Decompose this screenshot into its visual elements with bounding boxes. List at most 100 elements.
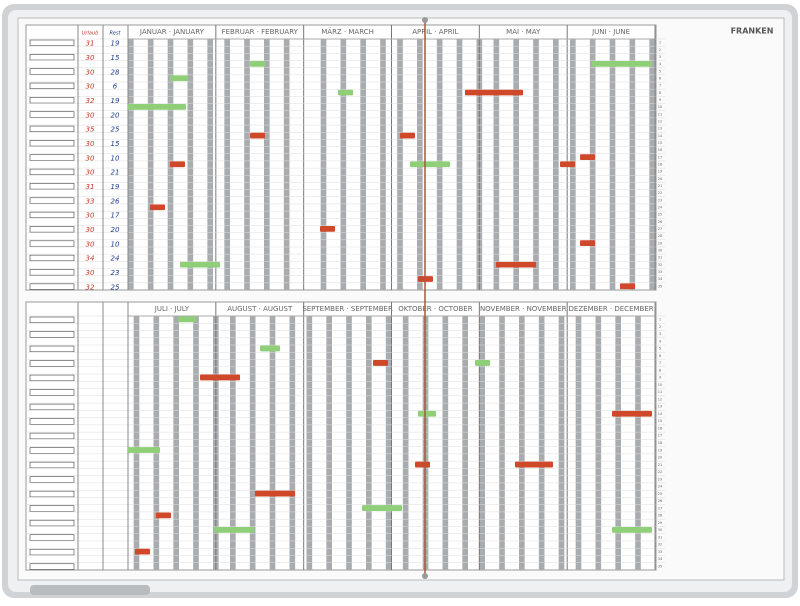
rest-value: 15 xyxy=(111,54,120,62)
row-number: 6 xyxy=(659,76,661,80)
weekend-stripe xyxy=(153,316,160,570)
row-number: 6 xyxy=(659,354,661,358)
urlaub-value: 31 xyxy=(86,40,95,48)
name-strip xyxy=(29,226,75,233)
row-number: 26 xyxy=(658,220,662,224)
weekend-stripe xyxy=(575,316,582,570)
month-label: OKTOBER · OCTOBER xyxy=(398,305,473,313)
row-number: 4 xyxy=(659,339,662,343)
row-number: 23 xyxy=(658,477,662,481)
row-number: 30 xyxy=(658,528,662,532)
weekend-stripe xyxy=(366,316,372,570)
month-label: JUNI · JUNE xyxy=(591,28,630,36)
month-label: MAI · MAY xyxy=(506,28,541,36)
row-number: 14 xyxy=(658,412,663,416)
row-number: 32 xyxy=(658,543,662,547)
magnet-strip xyxy=(415,461,430,468)
row-number: 17 xyxy=(658,434,662,438)
row-number: 13 xyxy=(658,405,662,409)
weekend-stripe xyxy=(635,316,641,570)
month-label: DEZEMBER · DECEMBER xyxy=(569,305,654,313)
urlaub-value: 30 xyxy=(86,154,95,162)
weekend-stripe xyxy=(385,316,392,570)
weekend-stripe xyxy=(513,39,519,290)
name-strip xyxy=(29,331,75,338)
weekend-stripe xyxy=(306,316,313,570)
row-number: 16 xyxy=(658,148,662,152)
row-number: 29 xyxy=(658,241,662,245)
magnet-strip xyxy=(612,410,652,417)
weekend-stripe xyxy=(456,39,463,290)
name-strip xyxy=(29,82,75,90)
name-strip xyxy=(29,360,75,367)
row-number: 25 xyxy=(658,213,662,217)
weekend-stripe xyxy=(499,316,505,570)
magnet-strip xyxy=(338,89,353,96)
rest-value: 20 xyxy=(111,111,120,119)
row-number: 12 xyxy=(658,119,662,123)
name-strip xyxy=(29,97,75,104)
magnet-strip xyxy=(496,261,536,268)
row-number: 22 xyxy=(658,191,662,195)
weekend-stripe xyxy=(538,316,545,570)
name-strip xyxy=(29,389,75,396)
weekend-stripe xyxy=(380,39,386,290)
magnet-strip xyxy=(320,225,335,232)
name-strip xyxy=(29,240,75,247)
magnet-strip xyxy=(180,261,220,268)
row-number: 35 xyxy=(658,284,662,288)
name-strip xyxy=(29,432,75,440)
magnet-strip xyxy=(418,410,436,417)
magnet-strip xyxy=(156,512,171,519)
weekend-stripe xyxy=(173,316,179,570)
weekend-stripe xyxy=(244,39,250,290)
weekend-stripe xyxy=(649,39,655,290)
rest-value: 19 xyxy=(111,40,120,48)
magnet-strip xyxy=(170,75,188,82)
row-number: 19 xyxy=(658,448,662,452)
section xyxy=(25,301,657,571)
name-strip xyxy=(29,283,75,290)
weekend-stripe xyxy=(326,316,332,570)
name-strip xyxy=(29,403,75,411)
row-number: 9 xyxy=(659,98,661,102)
magnet-strip xyxy=(128,104,186,110)
row-number: 31 xyxy=(658,535,662,539)
urlaub-value: 35 xyxy=(86,126,95,134)
name-strip xyxy=(29,534,75,541)
magnet-strip xyxy=(620,283,635,290)
weekend-stripe xyxy=(397,39,403,290)
weekend-stripe xyxy=(320,39,327,290)
name-strip xyxy=(29,447,75,454)
magnet-strip xyxy=(128,447,160,453)
row-number: 11 xyxy=(658,112,662,116)
rest-value: 26 xyxy=(111,197,120,205)
weekend-stripe xyxy=(519,316,525,570)
magnet-strip xyxy=(580,240,595,247)
row-number: 10 xyxy=(658,105,662,109)
magnet-strip xyxy=(410,161,450,168)
name-strip xyxy=(29,125,75,133)
rest-value: 10 xyxy=(111,154,120,162)
name-strip xyxy=(29,269,75,276)
row-number: 31 xyxy=(658,256,662,260)
rest-value: 23 xyxy=(111,269,120,277)
name-strip xyxy=(29,211,75,219)
magnet-strip xyxy=(560,161,575,168)
row-number: 13 xyxy=(658,127,662,131)
weekend-stripe xyxy=(133,316,140,570)
brand: FRANKEN xyxy=(731,27,774,36)
row-number: 15 xyxy=(658,419,662,423)
row-number: 4 xyxy=(659,62,662,66)
weekend-stripe xyxy=(462,316,468,570)
name-strip xyxy=(29,68,75,75)
weekend-stripe xyxy=(193,316,199,570)
name-strip xyxy=(29,254,75,262)
magnet-strip xyxy=(515,461,553,468)
weekend-stripe xyxy=(207,39,213,290)
row-number: 25 xyxy=(658,492,662,496)
row-number: 28 xyxy=(658,514,662,518)
rest-value: 20 xyxy=(111,226,120,234)
magnet-strip xyxy=(400,132,415,139)
